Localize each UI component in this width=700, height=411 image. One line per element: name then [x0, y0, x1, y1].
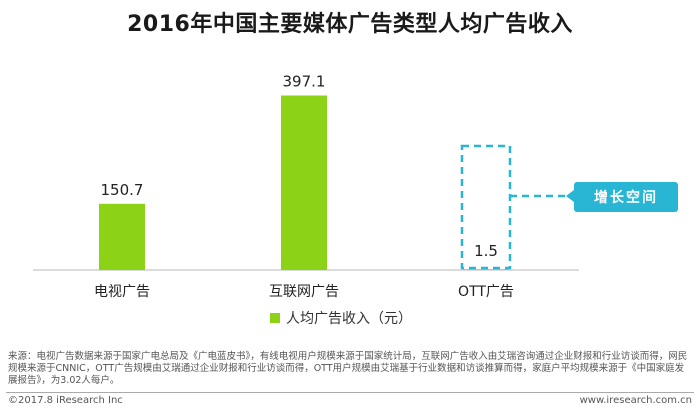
- bar-0: [99, 203, 145, 270]
- legend-swatch: [270, 313, 280, 323]
- legend: 人均广告收入（元）: [270, 308, 412, 328]
- chart-title: 2016年中国主要媒体广告类型人均广告收入: [127, 12, 573, 37]
- source-note: 来源：电视广告数据来源于国家广电总局及《广电蓝皮书》，有线电视用户规模来源于国家…: [8, 351, 688, 386]
- data-label-1: 397.1: [283, 73, 326, 91]
- growth-space-badge: [574, 182, 678, 212]
- growth-space-box: [460, 144, 512, 270]
- growth-space-label: 增长空间: [594, 189, 658, 206]
- category-label-0: 电视广告: [94, 284, 150, 300]
- footer-divider: [6, 392, 694, 393]
- legend-label: 人均广告收入（元）: [286, 311, 412, 327]
- category-label-1: 互联网广告: [269, 284, 339, 300]
- category-label-2: OTT广告: [458, 284, 514, 300]
- growth-space-badge-arrow: [566, 190, 574, 202]
- bar-2: [463, 269, 509, 270]
- data-label-0: 150.7: [101, 181, 144, 199]
- bar-1: [281, 95, 327, 270]
- copyright: ©2017.8 iResearch Inc: [8, 395, 123, 406]
- bar-chart: 150.7 电视广告 397.1 互联网广告 1.5 OTT广告 增长空间: [33, 73, 678, 300]
- website: www.iresearch.com.cn: [579, 395, 692, 406]
- data-label-2: 1.5: [474, 242, 498, 260]
